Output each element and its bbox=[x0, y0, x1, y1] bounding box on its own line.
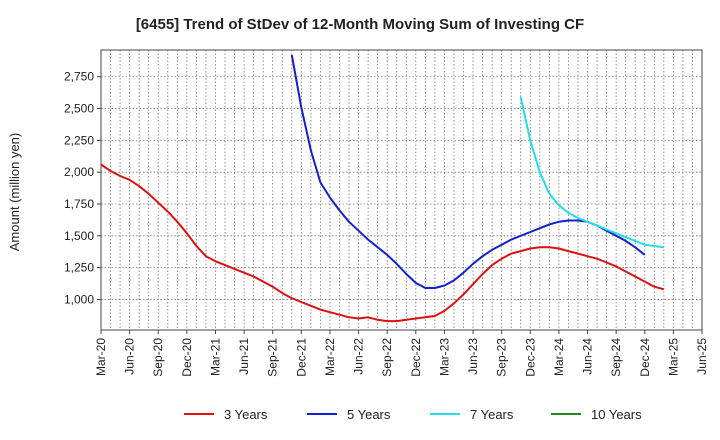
x-tick-label: Dec-23 bbox=[523, 338, 537, 377]
x-tick-label: Mar-22 bbox=[323, 338, 337, 376]
x-tick-label: Mar-21 bbox=[208, 338, 222, 376]
x-tick-label: Sep-24 bbox=[609, 338, 623, 377]
legend-label: 10 Years bbox=[591, 407, 642, 422]
x-tick-label: Jun-25 bbox=[695, 338, 709, 375]
x-tick-label: Sep-22 bbox=[380, 338, 394, 377]
y-axis: 1,000 1,250 1,500 1,750 2,000 2,250 2,500 2,750 bbox=[64, 70, 101, 306]
x-tick-label: Jun-24 bbox=[581, 338, 595, 375]
x-tick-label: Dec-22 bbox=[409, 338, 423, 377]
series-line-7-years bbox=[519, 96, 664, 249]
x-tick-label: Mar-23 bbox=[437, 338, 451, 376]
y-tick-label: 2,500 bbox=[64, 102, 94, 116]
x-tick-label: Mar-25 bbox=[666, 338, 680, 376]
series-line-5-years bbox=[290, 54, 646, 289]
y-tick-label: 1,500 bbox=[64, 229, 94, 243]
series-line-3-years bbox=[100, 163, 665, 323]
y-tick-label: 1,250 bbox=[64, 261, 94, 275]
chart-title: [6455] Trend of StDev of 12-Month Moving… bbox=[136, 16, 584, 33]
y-tick-label: 2,250 bbox=[64, 133, 94, 147]
x-tick-label: Sep-20 bbox=[151, 338, 165, 377]
grid bbox=[100, 50, 703, 330]
x-axis: Mar-20 Jun-20 Sep-20 Dec-20 Mar-21 Jun-21 Sep-… bbox=[94, 330, 709, 377]
x-tick-label: Jun-22 bbox=[352, 338, 366, 375]
y-tick-label: 2,750 bbox=[64, 70, 94, 84]
x-tick-label: Jun-23 bbox=[466, 338, 480, 375]
x-tick-label: Dec-24 bbox=[638, 338, 652, 377]
x-tick-label: Sep-21 bbox=[266, 338, 280, 377]
legend: 3 Years 5 Years 7 Years 10 Years bbox=[184, 407, 642, 422]
legend-label: 3 Years bbox=[224, 407, 268, 422]
y-axis-label: Amount (million yen) bbox=[7, 133, 22, 252]
x-tick-label: Sep-23 bbox=[495, 338, 509, 377]
x-tick-label: Mar-24 bbox=[552, 338, 566, 376]
y-tick-label: 2,000 bbox=[64, 165, 94, 179]
x-tick-label: Mar-20 bbox=[94, 338, 108, 376]
legend-label: 5 Years bbox=[347, 407, 391, 422]
plot-frame bbox=[100, 49, 703, 331]
series-lines bbox=[100, 54, 665, 323]
legend-label: 7 Years bbox=[470, 407, 514, 422]
x-tick-label: Jun-21 bbox=[237, 338, 251, 375]
y-tick-label: 1,000 bbox=[64, 292, 94, 306]
x-tick-label: Jun-20 bbox=[123, 338, 137, 375]
x-tick-label: Dec-21 bbox=[294, 338, 308, 377]
x-tick-label: Dec-20 bbox=[180, 338, 194, 377]
y-tick-label: 1,750 bbox=[64, 197, 94, 211]
